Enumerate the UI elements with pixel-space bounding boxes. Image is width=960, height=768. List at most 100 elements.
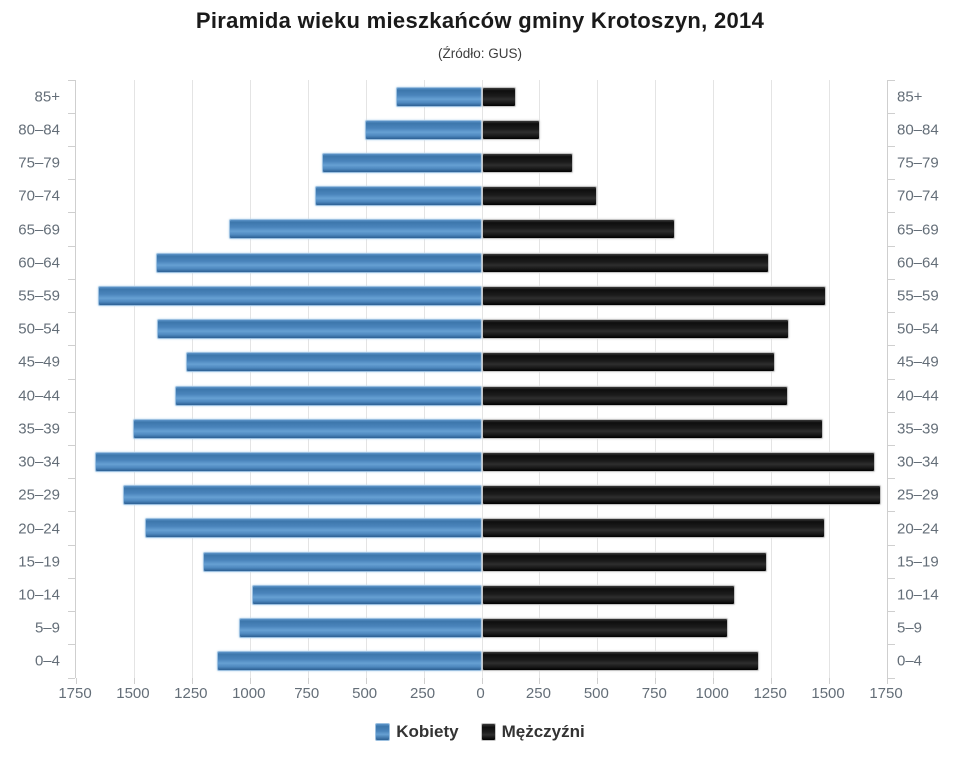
y-axis-tick <box>68 478 75 480</box>
pyramid-row-45–49 <box>76 346 887 379</box>
gridline <box>597 80 599 678</box>
bar-kobiety-45–49 <box>186 352 482 373</box>
y-axis-label-left-85+: 85+ <box>34 88 60 106</box>
x-axis-tick <box>887 678 888 684</box>
x-axis-tick <box>133 678 135 684</box>
y-axis-label-left-30–34: 30–34 <box>18 453 60 471</box>
y-axis-tick <box>888 112 895 114</box>
gridline <box>829 80 831 678</box>
y-axis-tick <box>68 577 75 579</box>
x-axis-tick <box>423 678 425 684</box>
x-axis-label: 0 <box>476 685 485 702</box>
pyramid-row-5–9 <box>76 612 887 645</box>
x-axis-tick <box>597 678 599 684</box>
gridline <box>539 80 541 678</box>
bar-kobiety-65–69 <box>229 219 482 240</box>
y-axis-label-left-40–44: 40–44 <box>18 387 60 405</box>
bar-kobiety-25–29 <box>122 485 482 506</box>
bar-mezczyzni-5–9 <box>481 618 728 639</box>
y-axis-label-right-75–79: 75–79 <box>897 154 939 172</box>
pyramid-row-80–84 <box>76 113 887 146</box>
gridline <box>423 80 425 678</box>
y-axis-tick <box>888 544 895 546</box>
y-axis-tick <box>888 644 895 646</box>
y-axis-label-right-10–14: 10–14 <box>897 586 939 604</box>
bar-kobiety-60–64 <box>156 252 482 273</box>
y-axis-label-left-65–69: 65–69 <box>18 221 60 238</box>
bar-mezczyzni-50–54 <box>481 319 790 340</box>
bar-mezczyzni-75–79 <box>481 153 573 174</box>
y-axis-tick <box>68 411 75 413</box>
gridline <box>249 80 251 678</box>
y-axis-tick <box>888 345 895 347</box>
y-axis-tick <box>68 212 75 214</box>
pyramid-row-50–54 <box>76 313 887 346</box>
y-axis-label-right-70–74: 70–74 <box>897 187 939 205</box>
legend-item-mezczyzni: Mężczyźni <box>480 722 585 742</box>
bar-mezczyzni-45–49 <box>481 352 776 373</box>
y-axis-label-right-30–34: 30–34 <box>897 453 939 471</box>
bar-mezczyzni-15–19 <box>481 551 768 572</box>
x-axis-labels: 1750 1500 1250 1000 750 500 250 0 250 500 750 1000 1… <box>58 685 902 705</box>
bar-mezczyzni-80–84 <box>481 119 541 140</box>
y-axis-tick <box>888 611 895 613</box>
x-axis-tick <box>76 678 77 684</box>
y-axis-label-left-50–54: 50–54 <box>18 320 60 338</box>
x-axis-label: 1000 <box>232 685 266 702</box>
x-axis-tick <box>249 678 251 684</box>
bar-kobiety-30–34 <box>94 452 482 473</box>
pyramid-row-30–34 <box>76 445 887 478</box>
pyramid-row-75–79 <box>76 146 887 179</box>
y-axis-tick <box>888 212 895 214</box>
y-axis-tick <box>888 378 895 380</box>
pyramid-row-40–44 <box>76 379 887 412</box>
y-axis-label-left-55–59: 55–59 <box>18 287 60 305</box>
y-axis-tick <box>68 179 75 181</box>
bar-kobiety-50–54 <box>157 319 482 340</box>
y-axis-tick <box>68 544 75 546</box>
bar-kobiety-85+ <box>396 86 482 107</box>
bar-mezczyzni-65–69 <box>481 219 675 240</box>
x-axis-label: 1500 <box>811 685 845 702</box>
x-axis-tick <box>307 678 309 684</box>
chart-subtitle: (Źródło: GUS) <box>437 46 522 61</box>
legend-label-mezczyzni: Mężczyźni <box>501 722 585 741</box>
bar-kobiety-0–4 <box>216 651 482 672</box>
bar-mezczyzni-85+ <box>481 86 516 107</box>
x-axis-label: 500 <box>583 685 609 702</box>
gridline <box>771 80 773 678</box>
x-axis-tick <box>539 678 541 684</box>
y-axis-tick <box>68 444 75 446</box>
y-axis-label-left-35–39: 35–39 <box>18 420 60 438</box>
pyramid-row-20–24 <box>76 512 887 545</box>
y-axis-label-right-15–19: 15–19 <box>897 553 939 571</box>
x-axis-tick <box>771 678 773 684</box>
bar-mezczyzni-55–59 <box>481 285 827 306</box>
bar-kobiety-5–9 <box>238 618 482 639</box>
bar-mezczyzni-0–4 <box>481 651 760 672</box>
y-axis-tick <box>888 478 895 480</box>
y-axis-tick <box>888 79 895 81</box>
bar-mezczyzni-25–29 <box>481 485 881 506</box>
y-axis-tick <box>68 112 75 114</box>
y-axis-label-left-10–14: 10–14 <box>18 586 60 604</box>
pyramid-row-70–74 <box>76 180 887 213</box>
pyramid-row-60–64 <box>76 246 887 279</box>
x-axis-tick <box>365 678 367 684</box>
x-axis-label: 250 <box>525 685 551 702</box>
bar-kobiety-40–44 <box>174 385 482 406</box>
pyramid-row-85+ <box>76 80 887 113</box>
y-axis-labels-right: 85+ 80–84 75–79 70–74 65–69 60–64 55–59 50–54 45… <box>897 80 959 678</box>
x-axis-label: 1750 <box>869 685 903 702</box>
gridline <box>307 80 309 678</box>
x-axis-tick <box>655 678 657 684</box>
bar-mezczyzni-40–44 <box>481 385 789 406</box>
y-axis-label-right-45–49: 45–49 <box>897 353 939 371</box>
bar-mezczyzni-70–74 <box>481 186 598 207</box>
y-axis-tick <box>888 444 895 446</box>
bar-kobiety-55–59 <box>98 285 482 306</box>
bar-kobiety-75–79 <box>321 153 482 174</box>
y-axis-label-left-70–74: 70–74 <box>18 187 60 205</box>
legend-label-kobiety: Kobiety <box>396 722 459 741</box>
x-axis-tick <box>713 678 715 684</box>
